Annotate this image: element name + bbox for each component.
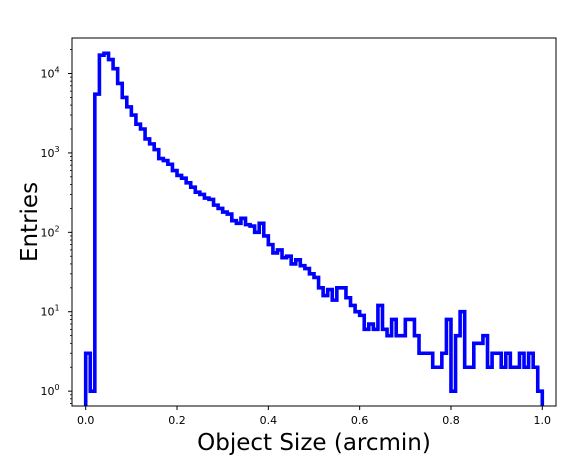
plot-area xyxy=(71,37,557,407)
histogram-step-line xyxy=(83,51,545,406)
x-tick-label: 0.4 xyxy=(260,414,278,427)
x-axis-ticks: 0.0 0.2 0.4 0.6 0.8 1.0 xyxy=(77,406,551,427)
x-tick-label: 0.8 xyxy=(442,414,460,427)
x-tick-label: 0.2 xyxy=(168,414,186,427)
x-axis-label: Object Size (arcmin) xyxy=(197,430,431,456)
x-tick-label: 0.6 xyxy=(351,414,369,427)
axes-frame xyxy=(71,37,557,407)
x-tick-label: 0.0 xyxy=(77,414,95,427)
x-tick-label: 1.0 xyxy=(534,414,552,427)
y-axis-label: Entries xyxy=(17,182,43,262)
